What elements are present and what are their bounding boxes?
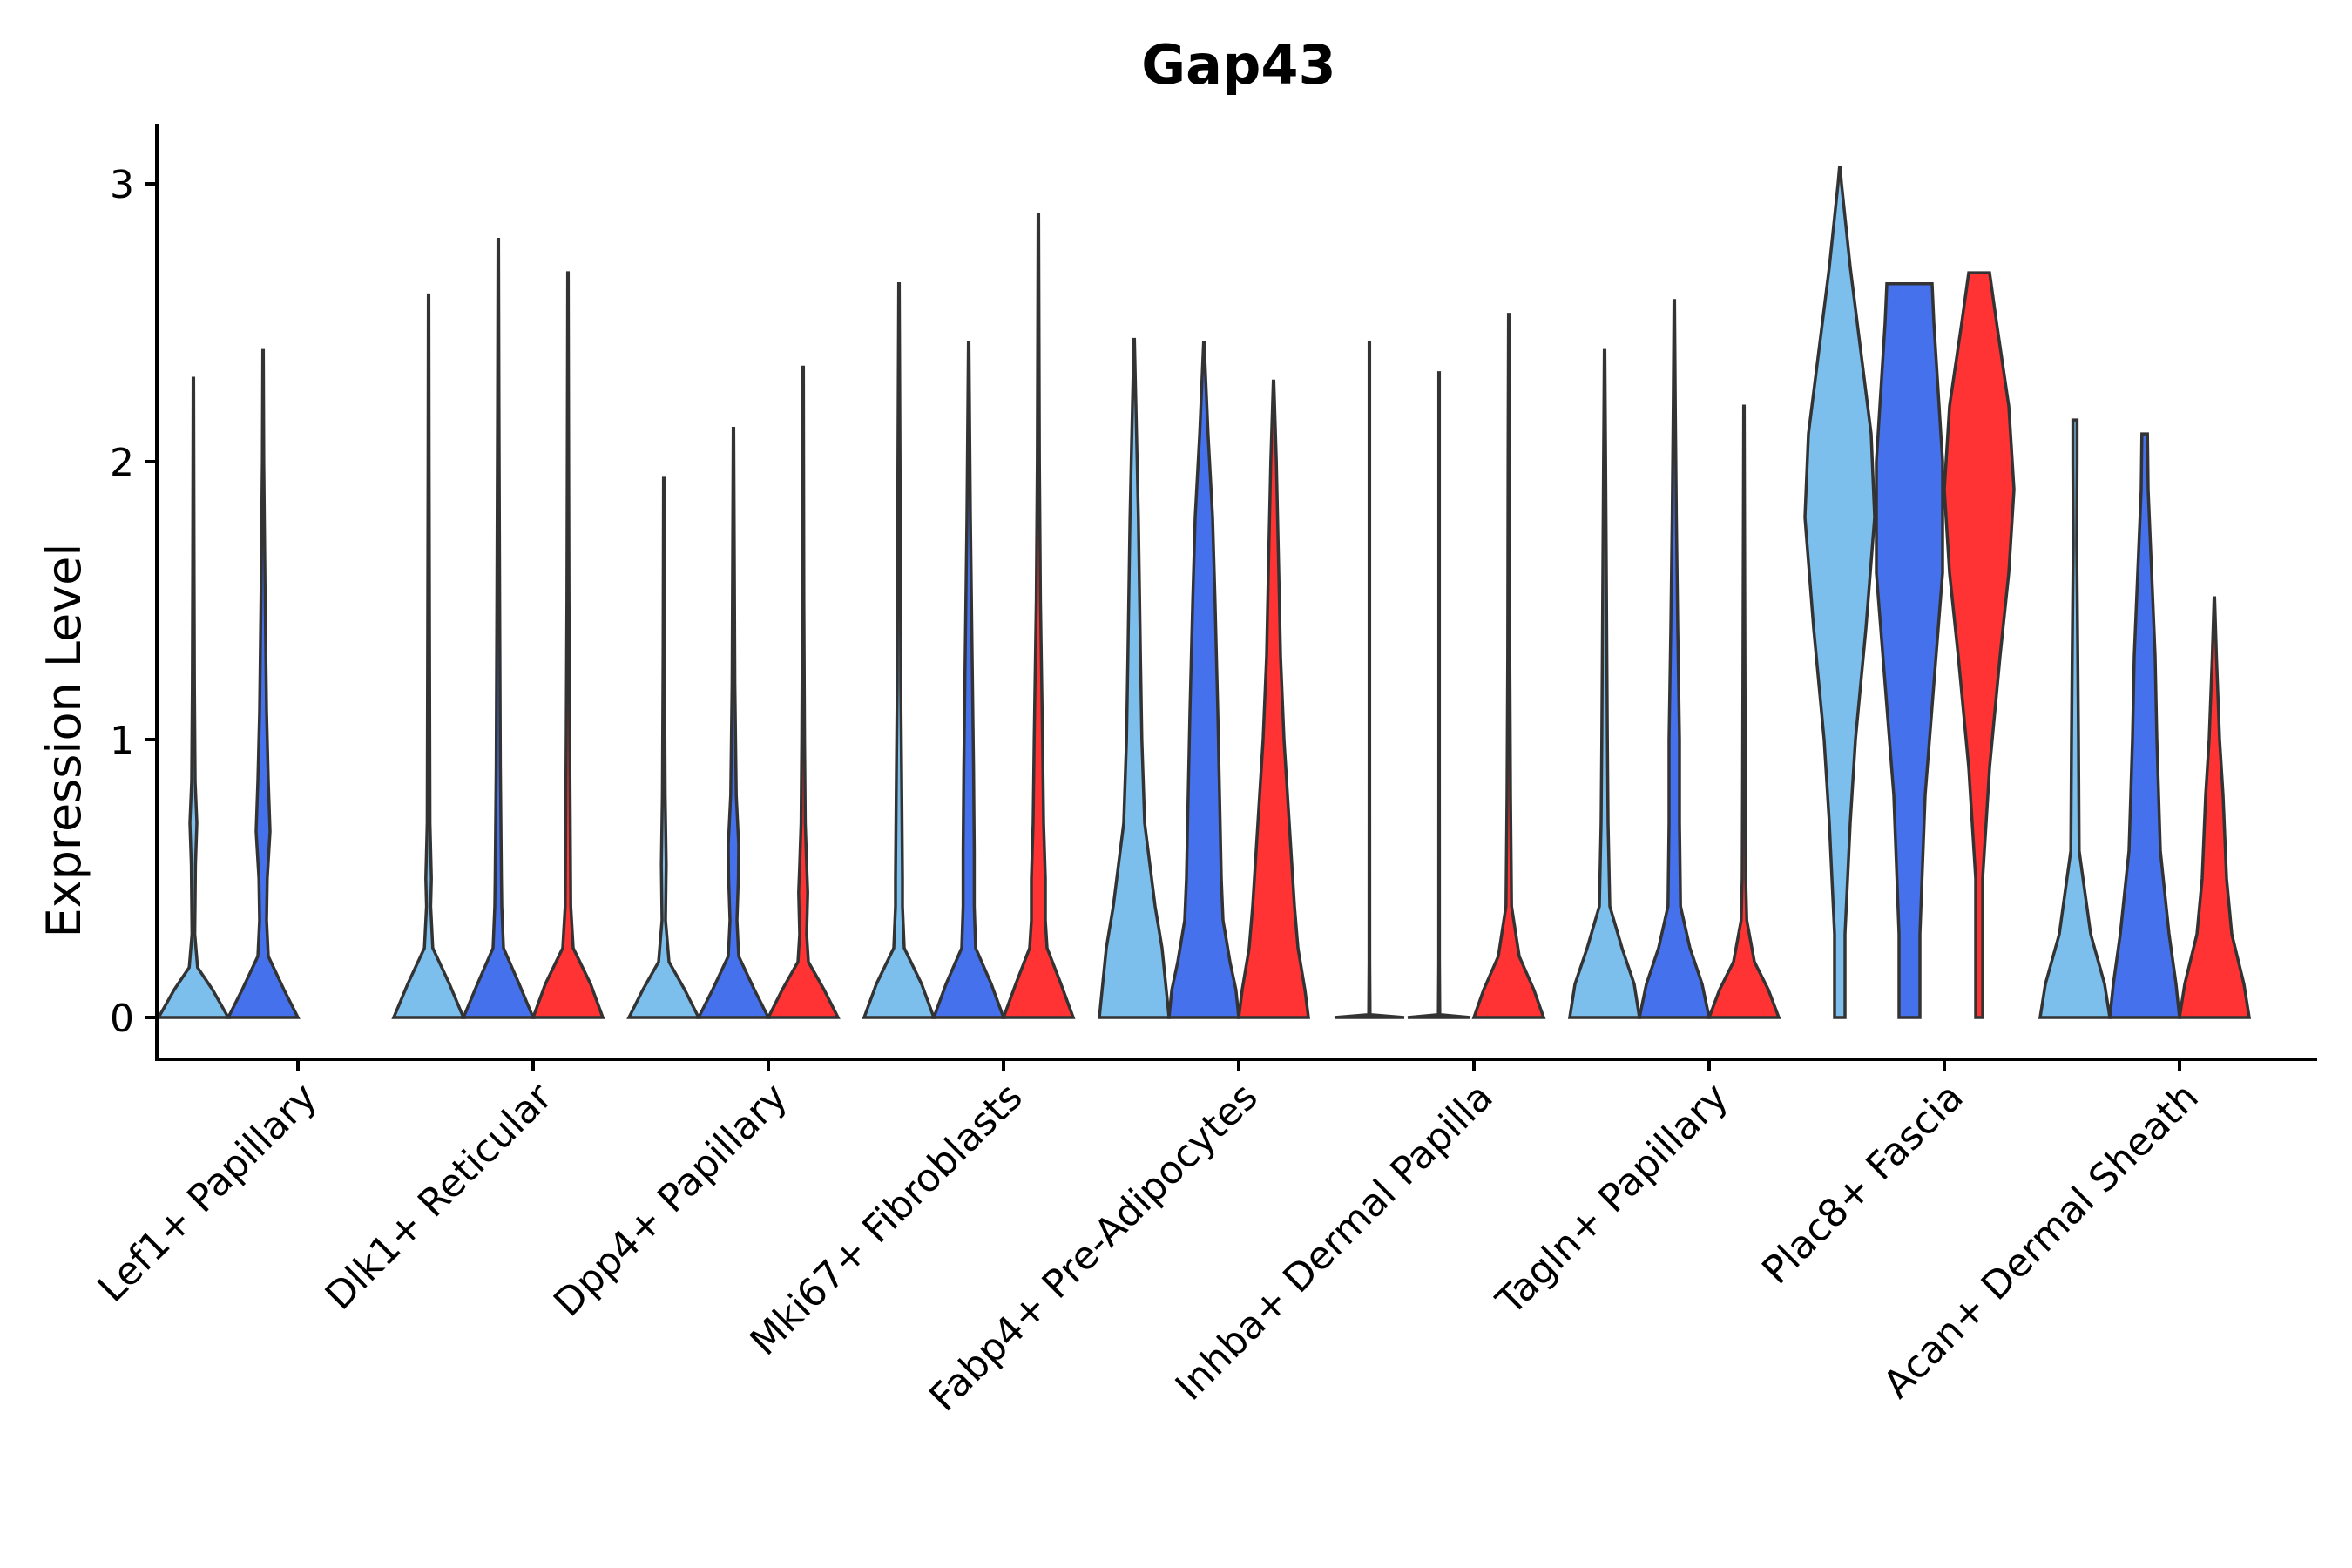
violin-inhba-dermal-papilla-series-2 bbox=[1407, 371, 1471, 1019]
y-tick-label: 2 bbox=[110, 441, 134, 485]
x-tick-label: Tagln+ Papillary bbox=[1488, 1075, 1737, 1324]
violin-lef1-papillary-series-2 bbox=[226, 348, 301, 1019]
y-tick-label: 1 bbox=[110, 719, 134, 763]
violin-dlk1-reticular-series-1 bbox=[391, 293, 466, 1019]
chart-title: Gap43 bbox=[1141, 33, 1335, 97]
violin-tagln-papillary-series-1 bbox=[1567, 348, 1642, 1019]
violin-fabp4-pre-adipocytes-series-3 bbox=[1237, 379, 1310, 1019]
axes bbox=[155, 124, 2317, 1061]
violin-acan-dermal-sheath-series-2 bbox=[2108, 432, 2181, 1019]
violin-dlk1-reticular-series-3 bbox=[531, 271, 605, 1019]
y-tick-label: 0 bbox=[110, 997, 134, 1041]
x-tick-label: Dlk1+ Reticular bbox=[317, 1074, 562, 1319]
violin-plac8-fascia-series-3 bbox=[1943, 271, 2016, 1019]
violin-acan-dermal-sheath-series-3 bbox=[2177, 596, 2252, 1019]
violin-lef1-papillary-series-1 bbox=[156, 376, 231, 1019]
violin-plac8-fascia-series-1 bbox=[1803, 166, 1876, 1019]
violin-tagln-papillary-series-3 bbox=[1707, 404, 1781, 1019]
violin-dlk1-reticular-series-2 bbox=[461, 238, 536, 1019]
violin-inhba-dermal-papilla-series-3 bbox=[1471, 313, 1546, 1019]
violin-dpp4-papillary-series-2 bbox=[696, 426, 771, 1019]
x-tick-label: Dpp4+ Papillary bbox=[545, 1075, 796, 1326]
violin-inhba-dermal-papilla-series-1 bbox=[1334, 341, 1405, 1019]
x-tick-label: Plac8+ Fascia bbox=[1754, 1075, 1972, 1294]
violin-mki67-fibroblasts-series-1 bbox=[862, 282, 936, 1019]
violin-fabp4-pre-adipocytes-series-2 bbox=[1167, 341, 1240, 1019]
violin-fabp4-pre-adipocytes-series-1 bbox=[1098, 337, 1171, 1019]
violin-dpp4-papillary-series-3 bbox=[766, 365, 841, 1019]
y-axis-label: Expression Level bbox=[37, 544, 91, 938]
violin-mki67-fibroblasts-series-2 bbox=[931, 341, 1006, 1019]
violin-mki67-fibroblasts-series-3 bbox=[1001, 213, 1076, 1019]
y-tick-label: 3 bbox=[110, 163, 134, 207]
y-axis-ticks: 0 1 2 3 bbox=[110, 163, 157, 1041]
violin-dpp4-papillary-series-1 bbox=[626, 476, 701, 1019]
violin-tagln-papillary-series-2 bbox=[1637, 299, 1712, 1019]
violin-layer bbox=[156, 166, 2252, 1019]
violin-acan-dermal-sheath-series-1 bbox=[2038, 418, 2112, 1019]
violin-plac8-fascia-series-2 bbox=[1875, 282, 1944, 1019]
x-tick-label: Lef1+ Papillary bbox=[90, 1075, 326, 1311]
